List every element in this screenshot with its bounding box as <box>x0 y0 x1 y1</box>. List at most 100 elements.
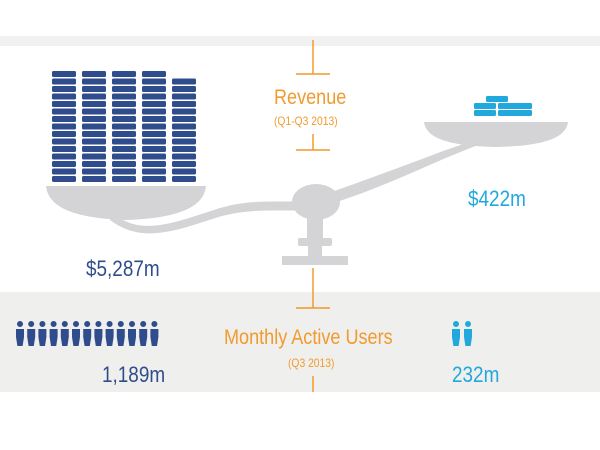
coin-stack-icon <box>474 96 532 116</box>
person <box>139 321 148 346</box>
coin <box>142 78 166 85</box>
revenue-right-value: $422m <box>468 186 526 211</box>
person <box>49 321 58 346</box>
coin <box>142 86 166 92</box>
scale-base <box>282 256 348 265</box>
person <box>60 321 69 346</box>
coin <box>52 146 76 152</box>
coin <box>82 131 106 137</box>
coin <box>172 116 196 122</box>
coin <box>142 108 166 115</box>
users-title: Monthly Active Users <box>224 326 393 349</box>
coin <box>172 146 196 152</box>
coin <box>142 131 166 137</box>
coin <box>112 176 136 182</box>
users-right-value: 232m <box>452 362 500 387</box>
person <box>150 321 159 346</box>
coin <box>82 71 106 77</box>
header-band <box>0 0 600 40</box>
person-icon <box>16 321 159 346</box>
coin <box>486 96 508 102</box>
person <box>16 321 24 346</box>
coin <box>52 168 76 175</box>
coin <box>142 101 166 107</box>
coin <box>52 123 76 130</box>
coin <box>142 153 166 160</box>
coin <box>82 86 106 92</box>
revenue-period: (Q1-Q3 2013) <box>274 114 338 128</box>
coin <box>82 176 106 182</box>
coin <box>52 138 76 145</box>
coin <box>172 86 196 92</box>
coin <box>172 138 196 145</box>
right-scale-pan <box>424 122 568 147</box>
person <box>72 321 80 346</box>
coin <box>172 153 196 160</box>
coin <box>112 123 136 130</box>
coin <box>52 101 76 107</box>
person <box>94 321 103 346</box>
coin <box>112 78 136 85</box>
coin <box>474 110 496 116</box>
coin <box>510 103 532 109</box>
coin <box>172 78 196 85</box>
coin <box>142 176 166 182</box>
coin <box>112 86 136 92</box>
coin <box>52 108 76 115</box>
person <box>105 321 114 346</box>
person <box>27 321 36 346</box>
coin <box>510 110 532 116</box>
coin <box>112 71 136 77</box>
center-divider <box>296 40 330 392</box>
person <box>116 321 125 346</box>
coin <box>172 93 196 100</box>
coin <box>142 71 166 77</box>
coin <box>142 161 166 167</box>
coin <box>52 86 76 92</box>
coin <box>172 131 196 137</box>
coin <box>142 116 166 122</box>
coin <box>82 108 106 115</box>
coin <box>142 123 166 130</box>
left-scale-pan <box>46 186 206 220</box>
header-divider <box>0 36 600 46</box>
coin <box>172 176 196 182</box>
balance-scale <box>46 122 568 265</box>
coin <box>112 168 136 175</box>
coin <box>82 168 106 175</box>
coin <box>172 161 196 167</box>
coin <box>172 101 196 107</box>
coin <box>52 116 76 122</box>
person <box>83 321 92 346</box>
scale-post-cap <box>298 238 332 246</box>
coin <box>52 153 76 160</box>
coin <box>172 123 196 130</box>
person <box>128 321 136 346</box>
coin <box>112 138 136 145</box>
coin <box>474 103 496 109</box>
coin <box>112 101 136 107</box>
revenue-left-value: $5,287m <box>86 256 160 281</box>
users-left-value: 1,189m <box>102 362 166 387</box>
coin <box>172 108 196 115</box>
person <box>452 321 460 346</box>
coin <box>112 131 136 137</box>
person <box>464 321 472 346</box>
coin <box>82 123 106 130</box>
coin <box>82 116 106 122</box>
coin <box>52 71 76 77</box>
coin <box>112 93 136 100</box>
scale-post <box>307 214 323 244</box>
coin <box>142 146 166 152</box>
coin-stack-icon <box>52 71 196 182</box>
coin <box>112 161 136 167</box>
coin <box>142 138 166 145</box>
coin <box>52 161 76 167</box>
coin <box>82 93 106 100</box>
coin <box>82 161 106 167</box>
person-icon <box>452 321 472 346</box>
person <box>38 321 47 346</box>
coin <box>112 116 136 122</box>
coin <box>82 78 106 85</box>
